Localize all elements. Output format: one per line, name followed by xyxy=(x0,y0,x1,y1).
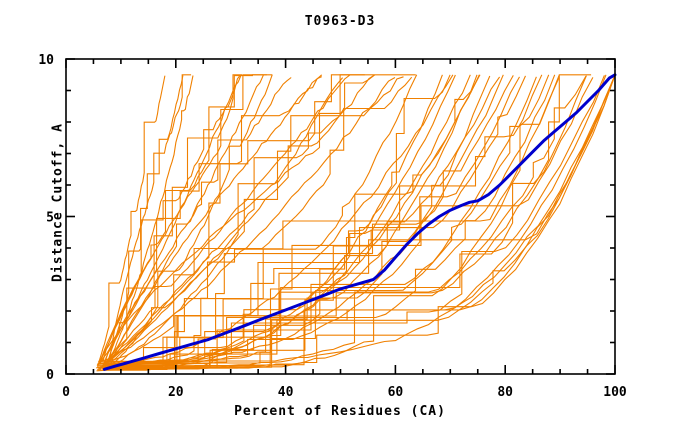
chart-title: T0963-D3 xyxy=(304,14,376,29)
background-curve xyxy=(104,74,323,363)
y-tick-label: 0 xyxy=(46,368,54,383)
highlighted-curve xyxy=(102,73,617,371)
x-tick-label: 60 xyxy=(388,385,404,400)
background-curve xyxy=(97,74,241,366)
x-tick-label: 0 xyxy=(62,385,70,400)
background-curve xyxy=(102,74,265,365)
axes-group xyxy=(65,58,616,375)
background-curve xyxy=(103,77,292,364)
background-curve xyxy=(104,74,616,370)
x-tick-label: 100 xyxy=(603,385,627,400)
y-tick-label: 5 xyxy=(46,211,54,226)
background-curve xyxy=(98,74,416,364)
background-curve xyxy=(102,77,344,369)
background-curve xyxy=(98,76,413,365)
background-curve xyxy=(99,74,616,371)
background-curve xyxy=(96,74,376,371)
background-curve xyxy=(102,74,243,366)
background-curve xyxy=(108,74,192,362)
x-axis-label: Percent of Residues (CA) xyxy=(234,404,446,419)
background-curve xyxy=(107,74,456,365)
background-curve xyxy=(109,74,376,364)
background-curve xyxy=(97,74,556,366)
background-curve xyxy=(96,75,166,366)
background-curve xyxy=(98,76,404,372)
background-curve xyxy=(96,74,242,367)
x-tick-label: 80 xyxy=(497,385,513,400)
background-curve xyxy=(104,76,537,370)
background-curve xyxy=(98,77,396,362)
x-tick-label: 20 xyxy=(168,385,184,400)
background-curve xyxy=(108,74,365,362)
background-curve xyxy=(106,74,616,367)
background-curve xyxy=(105,75,194,365)
x-tick-label: 40 xyxy=(278,385,294,400)
background-curve xyxy=(99,74,267,364)
tick-labels-group: 0 20 40 60 80 100 0 5 10 xyxy=(38,53,627,400)
background-curve xyxy=(97,74,451,364)
background-curve xyxy=(110,74,616,363)
background-curve xyxy=(104,75,616,365)
highlighted-series-group xyxy=(102,73,617,371)
y-tick-label: 10 xyxy=(38,53,54,68)
background-curve xyxy=(102,74,273,362)
background-series-group xyxy=(96,74,616,372)
